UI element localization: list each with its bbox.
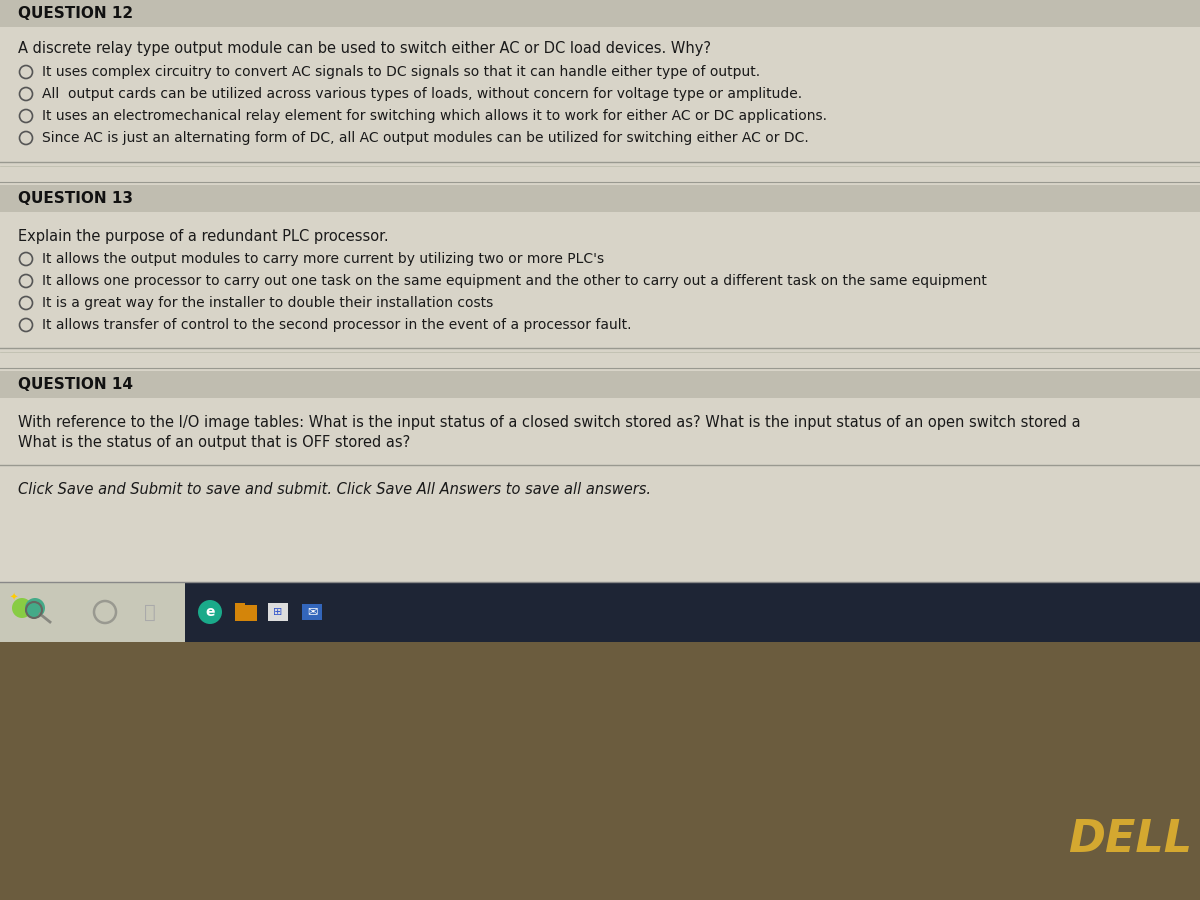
Bar xyxy=(0,642,1200,900)
Text: QUESTION 14: QUESTION 14 xyxy=(18,377,133,392)
Text: It allows one processor to carry out one task on the same equipment and the othe: It allows one processor to carry out one… xyxy=(42,274,986,288)
Text: ⧉: ⧉ xyxy=(144,602,156,622)
Circle shape xyxy=(198,600,222,624)
Bar xyxy=(0,582,185,642)
Text: It uses an electromechanical relay element for switching which allows it to work: It uses an electromechanical relay eleme… xyxy=(42,109,827,123)
Circle shape xyxy=(12,598,32,618)
Text: Click Save and Submit to save and submit. Click Save All Answers to save all ans: Click Save and Submit to save and submit… xyxy=(18,482,650,498)
Text: A discrete relay type output module can be used to switch either AC or DC load d: A discrete relay type output module can … xyxy=(18,40,710,56)
FancyBboxPatch shape xyxy=(302,604,322,620)
Text: With reference to the I/O image tables: What is the input status of a closed swi: With reference to the I/O image tables: … xyxy=(18,415,1081,429)
Text: What is the status of an output that is OFF stored as?: What is the status of an output that is … xyxy=(18,435,410,449)
Text: ✉: ✉ xyxy=(307,606,317,618)
Text: Since AC is just an alternating form of DC, all AC output modules can be utilize: Since AC is just an alternating form of … xyxy=(42,131,809,145)
Bar xyxy=(0,371,1200,398)
Bar xyxy=(0,0,1200,27)
Text: It uses complex circuitry to convert AC signals to DC signals so that it can han: It uses complex circuitry to convert AC … xyxy=(42,65,760,79)
FancyBboxPatch shape xyxy=(268,603,288,621)
Circle shape xyxy=(25,598,46,618)
Text: QUESTION 12: QUESTION 12 xyxy=(18,6,133,21)
Bar xyxy=(0,185,1200,212)
FancyBboxPatch shape xyxy=(235,603,245,607)
FancyBboxPatch shape xyxy=(235,605,257,621)
Text: All  output cards can be utilized across various types of loads, without concern: All output cards can be utilized across … xyxy=(42,87,802,101)
Text: ⊞: ⊞ xyxy=(274,607,283,617)
Text: ✦: ✦ xyxy=(10,593,18,603)
Text: DELL: DELL xyxy=(1068,818,1192,861)
Text: Explain the purpose of a redundant PLC processor.: Explain the purpose of a redundant PLC p… xyxy=(18,230,389,245)
Text: It allows the output modules to carry more current by utilizing two or more PLC': It allows the output modules to carry mo… xyxy=(42,252,604,266)
Text: QUESTION 13: QUESTION 13 xyxy=(18,191,133,206)
Text: It is a great way for the installer to double their installation costs: It is a great way for the installer to d… xyxy=(42,296,493,310)
Text: e: e xyxy=(205,605,215,619)
Bar xyxy=(185,582,1200,642)
Text: It allows transfer of control to the second processor in the event of a processo: It allows transfer of control to the sec… xyxy=(42,318,631,332)
